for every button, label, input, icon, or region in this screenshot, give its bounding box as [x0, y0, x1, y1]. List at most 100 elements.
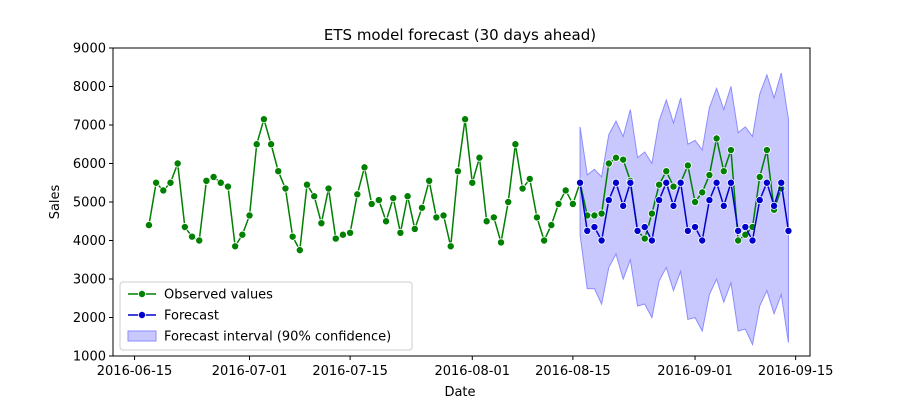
x-tick-label: 2016-08-15	[535, 364, 611, 379]
y-tick-label: 8000	[73, 80, 106, 95]
forecast-point	[590, 223, 599, 232]
y-tick-label: 6000	[73, 157, 106, 172]
observed-point	[525, 174, 534, 183]
observed-point	[144, 221, 153, 230]
observed-point	[762, 146, 771, 155]
forecast-point	[683, 226, 692, 235]
observed-point	[755, 172, 764, 181]
observed-point	[683, 161, 692, 170]
forecast-point	[712, 178, 721, 187]
observed-point	[691, 197, 700, 206]
legend-marker-swatch	[137, 310, 146, 319]
observed-point	[245, 211, 254, 220]
legend-item-observed: Observed values	[128, 288, 273, 303]
observed-point	[726, 146, 735, 155]
forecast-point	[619, 201, 628, 210]
x-tick-label: 2016-09-15	[758, 364, 834, 379]
forecast-point	[611, 178, 620, 187]
observed-point	[611, 153, 620, 162]
observed-point	[719, 167, 728, 176]
x-tick-label: 2016-09-01	[657, 364, 733, 379]
observed-point	[425, 176, 434, 185]
legend-item-interval: Forecast interval (90% confidence)	[127, 330, 391, 345]
forecast-point	[719, 201, 728, 210]
forecast-point	[705, 196, 714, 205]
observed-point	[446, 242, 455, 251]
forecast-point	[726, 178, 735, 187]
forecast-point	[640, 223, 649, 232]
x-tick-label: 2016-07-01	[212, 364, 288, 379]
forecast-point	[698, 236, 707, 245]
chart-title: ETS model forecast (30 days ahead)	[324, 26, 596, 44]
observed-point	[338, 230, 347, 239]
forecast-point	[691, 223, 700, 232]
x-axis-label: Date	[444, 385, 475, 400]
observed-point	[223, 182, 232, 191]
observed-point	[482, 217, 491, 226]
legend-patch-swatch	[127, 330, 157, 342]
observed-point	[202, 176, 211, 185]
observed-point	[554, 199, 563, 208]
forecast-point	[770, 201, 779, 210]
forecast-point	[576, 178, 585, 187]
observed-point	[396, 228, 405, 237]
observed-point	[367, 199, 376, 208]
forecast-point	[604, 196, 613, 205]
observed-point	[511, 140, 520, 149]
observed-point	[374, 196, 383, 205]
observed-point	[267, 140, 276, 149]
legend-item-forecast: Forecast	[128, 309, 219, 324]
forecast-point	[755, 196, 764, 205]
observed-point	[231, 242, 240, 251]
observed-point	[346, 228, 355, 237]
observed-point	[734, 236, 743, 245]
observed-point	[180, 223, 189, 232]
x-tick-label: 2016-06-15	[97, 364, 173, 379]
observed-point	[195, 236, 204, 245]
observed-point	[216, 178, 225, 187]
observed-point	[461, 115, 470, 124]
observed-point	[389, 194, 398, 203]
y-tick-label: 5000	[73, 196, 106, 211]
observed-point	[166, 178, 175, 187]
observed-point	[518, 184, 527, 193]
axes: 1000 2000 3000 4000 5000 6000 7000 8000 9000 2016…	[73, 42, 834, 380]
observed-point	[655, 180, 664, 189]
observed-point	[403, 192, 412, 201]
observed-point	[547, 221, 556, 230]
observed-point	[662, 167, 671, 176]
forecast-point	[748, 236, 757, 245]
observed-point	[317, 219, 326, 228]
legend: Observed values Forecast Forecast interval…	[119, 281, 413, 351]
observed-point	[453, 167, 462, 176]
observed-point	[353, 190, 362, 199]
observed-point	[669, 182, 678, 191]
legend-label: Observed values	[164, 288, 273, 303]
observed-point	[705, 171, 714, 180]
forecast-point	[583, 226, 592, 235]
observed-point	[647, 209, 656, 218]
observed-point	[568, 199, 577, 208]
forecast-point	[784, 226, 793, 235]
forecast-point	[777, 178, 786, 187]
legend-box	[119, 281, 413, 351]
x-tick-label: 2016-08-01	[434, 364, 510, 379]
observed-point	[604, 159, 613, 168]
observed-point	[489, 213, 498, 222]
observed-point	[252, 140, 261, 149]
observed-point	[360, 163, 369, 172]
y-tick-label: 3000	[73, 273, 106, 288]
forecast-point	[734, 226, 743, 235]
observed-point	[619, 155, 628, 164]
observed-point	[188, 232, 197, 241]
observed-point	[152, 178, 161, 187]
observed-point	[295, 246, 304, 255]
forecast-point	[597, 236, 606, 245]
observed-point	[288, 232, 297, 241]
observed-point	[281, 184, 290, 193]
y-tick-label: 7000	[73, 119, 106, 134]
observed-point	[238, 230, 247, 239]
forecast-point	[662, 178, 671, 187]
observed-point	[504, 197, 513, 206]
